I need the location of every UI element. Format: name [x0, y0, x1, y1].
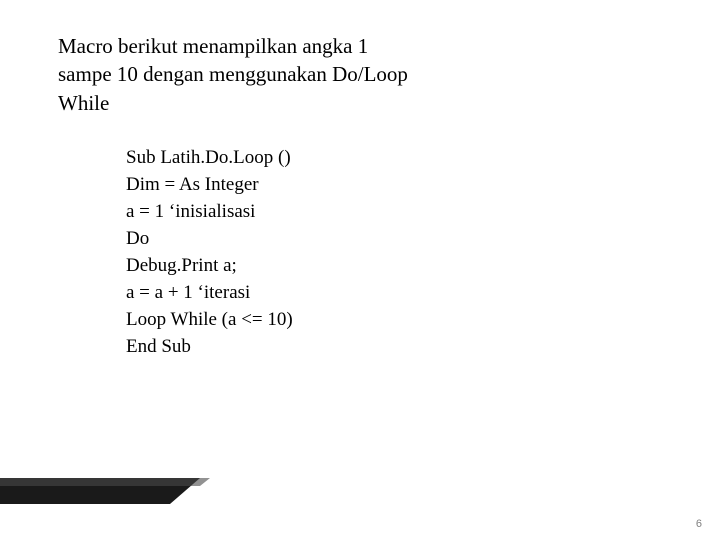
- code-line-7: Loop While (a <= 10): [126, 307, 662, 334]
- intro-paragraph: Macro berikut menampilkan angka 1 sampe …: [58, 32, 478, 117]
- code-line-1: Sub Latih.Do.Loop (): [126, 145, 662, 172]
- intro-line-2: sampe 10 dengan menggunakan Do/Loop: [58, 60, 478, 88]
- page-number: 6: [696, 518, 702, 530]
- code-line-8: End Sub: [126, 334, 662, 361]
- intro-line-3: While: [58, 89, 478, 117]
- code-line-2: Dim = As Integer: [126, 172, 662, 199]
- code-block: Sub Latih.Do.Loop () Dim = As Integer a …: [126, 145, 662, 361]
- intro-line-1: Macro berikut menampilkan angka 1: [58, 32, 478, 60]
- code-line-3: a = 1 ‘inisialisasi: [126, 199, 662, 226]
- decorative-accent: [0, 478, 210, 504]
- code-line-5: Debug.Print a;: [126, 253, 662, 280]
- code-line-4: Do: [126, 226, 662, 253]
- code-line-6: a = a + 1 ‘iterasi: [126, 280, 662, 307]
- slide-content: Macro berikut menampilkan angka 1 sampe …: [0, 0, 720, 361]
